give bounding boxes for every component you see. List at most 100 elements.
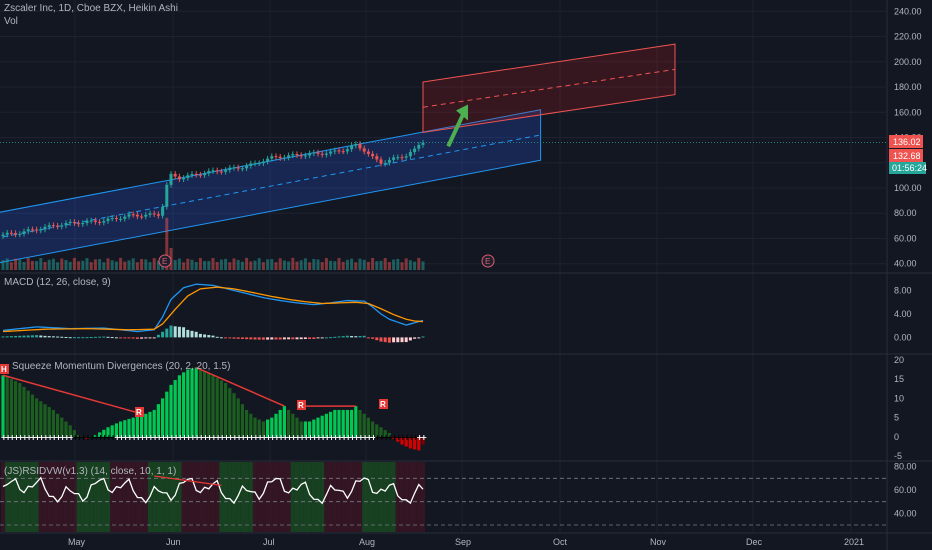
- candle[interactable]: [274, 156, 278, 158]
- candle[interactable]: [131, 214, 135, 216]
- candle[interactable]: [245, 165, 249, 169]
- candle[interactable]: [194, 173, 198, 175]
- candle[interactable]: [1, 234, 5, 237]
- candle[interactable]: [299, 155, 303, 157]
- candle[interactable]: [190, 173, 194, 176]
- signal-line[interactable]: [2, 286, 424, 333]
- candle[interactable]: [22, 231, 26, 234]
- macd-line[interactable]: [2, 283, 424, 333]
- candle[interactable]: [379, 159, 383, 164]
- candle[interactable]: [375, 156, 379, 160]
- candle[interactable]: [396, 157, 400, 159]
- candle[interactable]: [287, 155, 291, 158]
- candle[interactable]: [119, 218, 123, 220]
- candle[interactable]: [219, 171, 223, 173]
- candle[interactable]: [295, 154, 299, 156]
- candle[interactable]: [341, 151, 345, 153]
- candle[interactable]: [203, 173, 207, 176]
- candle[interactable]: [211, 170, 215, 172]
- candle[interactable]: [152, 213, 156, 215]
- target-arrow[interactable]: [446, 113, 465, 148]
- candle[interactable]: [333, 150, 337, 152]
- candle[interactable]: [39, 229, 43, 231]
- candle[interactable]: [232, 167, 236, 169]
- candle[interactable]: [93, 220, 97, 222]
- candle[interactable]: [26, 229, 30, 232]
- candle[interactable]: [257, 163, 261, 165]
- candle[interactable]: [144, 214, 148, 217]
- candle[interactable]: [350, 145, 354, 150]
- candle[interactable]: [81, 222, 85, 225]
- rsi-pane[interactable]: [0, 462, 887, 532]
- candle[interactable]: [186, 175, 190, 178]
- candle[interactable]: [85, 220, 89, 223]
- candle[interactable]: [56, 225, 60, 227]
- candle[interactable]: [106, 218, 110, 222]
- candle[interactable]: [140, 216, 144, 218]
- candle[interactable]: [60, 225, 64, 227]
- candle[interactable]: [366, 151, 370, 154]
- candle[interactable]: [392, 157, 396, 160]
- candle[interactable]: [408, 152, 412, 157]
- candle[interactable]: [114, 218, 118, 220]
- candle[interactable]: [102, 221, 106, 223]
- candle[interactable]: [161, 206, 165, 216]
- candle[interactable]: [324, 153, 328, 155]
- candle[interactable]: [182, 177, 186, 180]
- candle[interactable]: [417, 144, 421, 149]
- candle[interactable]: [198, 174, 202, 176]
- squeeze-pane[interactable]: ++++++++++++++++++++++++++++++++++++++++…: [1, 366, 428, 451]
- candle[interactable]: [278, 156, 282, 159]
- candle[interactable]: [165, 184, 169, 207]
- candle[interactable]: [253, 163, 257, 165]
- candle[interactable]: [51, 225, 55, 227]
- candle[interactable]: [14, 233, 18, 235]
- candle[interactable]: [64, 223, 68, 226]
- candle[interactable]: [320, 153, 324, 155]
- candle[interactable]: [148, 213, 152, 215]
- price-axes[interactable]: 40.0060.0080.00100.00120.00140.00160.001…: [894, 6, 922, 518]
- candle[interactable]: [308, 153, 312, 156]
- earnings-event-1[interactable]: E: [158, 254, 172, 268]
- candle[interactable]: [404, 156, 408, 158]
- candle[interactable]: [207, 171, 211, 174]
- candle[interactable]: [173, 173, 177, 177]
- candle[interactable]: [354, 144, 358, 146]
- candle[interactable]: [282, 157, 286, 159]
- candle[interactable]: [261, 161, 265, 164]
- candle[interactable]: [35, 229, 39, 231]
- macd-pane[interactable]: [1, 283, 425, 343]
- candle[interactable]: [421, 142, 425, 145]
- candle[interactable]: [47, 225, 51, 227]
- candle[interactable]: [316, 152, 320, 154]
- candle[interactable]: [156, 214, 160, 216]
- candle[interactable]: [215, 170, 219, 172]
- candle[interactable]: [291, 154, 295, 156]
- candle[interactable]: [270, 156, 274, 159]
- candle[interactable]: [337, 150, 341, 152]
- candle[interactable]: [358, 144, 362, 149]
- candle[interactable]: [387, 159, 391, 163]
- candle[interactable]: [312, 152, 316, 154]
- candle[interactable]: [98, 221, 102, 223]
- candle[interactable]: [224, 170, 228, 172]
- candle[interactable]: [68, 221, 72, 224]
- candle[interactable]: [89, 220, 93, 222]
- candle[interactable]: [228, 167, 232, 171]
- candle[interactable]: [9, 232, 13, 234]
- candle[interactable]: [123, 216, 127, 219]
- candle[interactable]: [413, 148, 417, 153]
- candle[interactable]: [400, 157, 404, 159]
- candle[interactable]: [345, 149, 349, 152]
- earnings-event-2[interactable]: E: [481, 254, 495, 268]
- candle[interactable]: [135, 214, 139, 217]
- time-axis[interactable]: May Jun Jul Aug Sep Oct Nov Dec 2021: [68, 537, 864, 547]
- candle[interactable]: [266, 158, 270, 162]
- candle[interactable]: [240, 168, 244, 170]
- candle[interactable]: [110, 218, 114, 220]
- candle[interactable]: [77, 223, 81, 225]
- candle[interactable]: [43, 226, 47, 230]
- candle[interactable]: [127, 214, 131, 217]
- candle[interactable]: [169, 173, 173, 185]
